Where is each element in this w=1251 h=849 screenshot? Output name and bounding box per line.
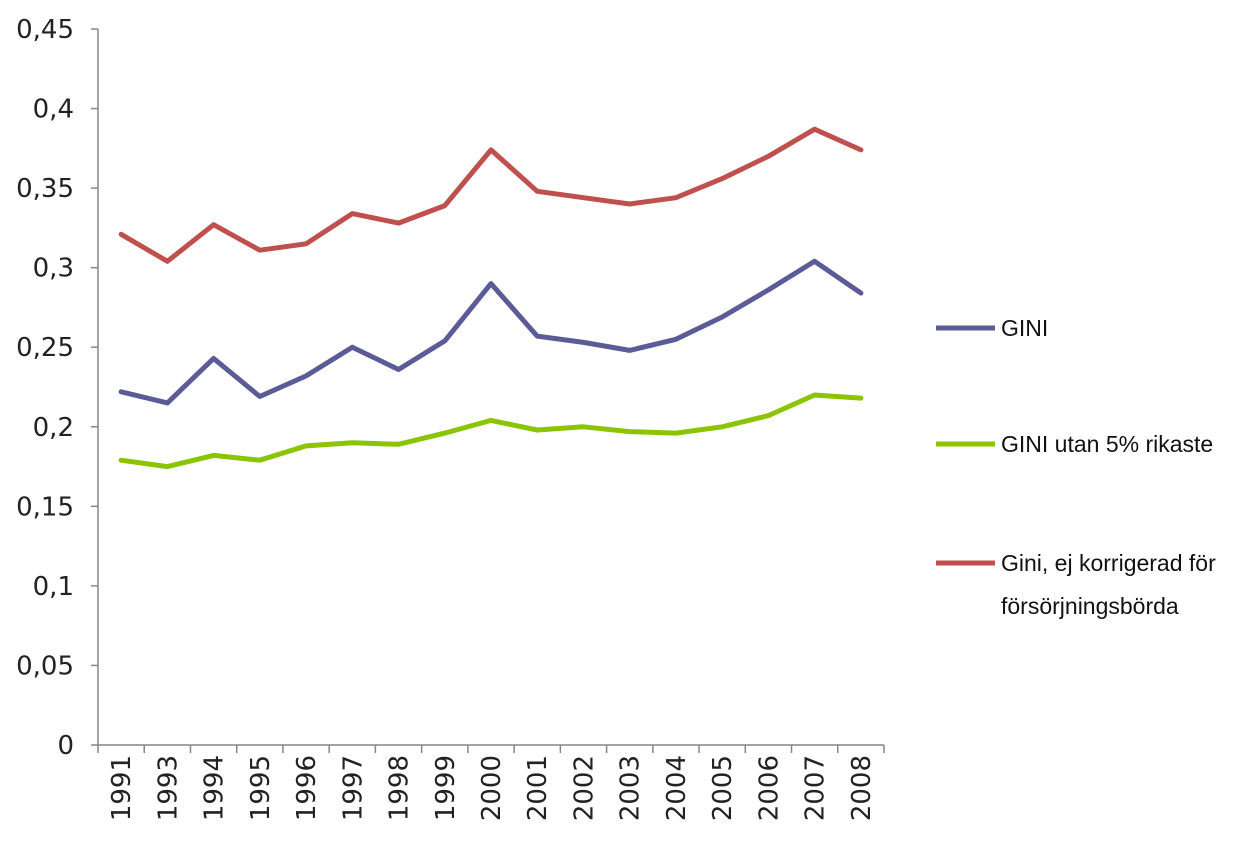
x-tick-label: 1997 (338, 755, 368, 821)
chart-legend: GINI GINI utan 5% rikaste Gini, ej korrige… (936, 315, 1216, 619)
y-axis-ticks: 0 0,05 0,1 0,15 0,2 0,25 0,3 0,35 0,4 0,45 (16, 15, 98, 761)
series-line-1 (118, 392, 864, 470)
x-tick-label: 1999 (431, 755, 461, 821)
legend-label: försörjningsbörda (1001, 593, 1179, 619)
x-tick-label: 1991 (107, 755, 137, 821)
y-tick-label: 0,35 (16, 174, 74, 204)
x-tick-label: 2003 (616, 755, 646, 821)
y-tick-label: 0,15 (16, 492, 74, 522)
y-tick-label: 0,25 (16, 333, 74, 363)
x-tick-label: 1998 (385, 755, 415, 821)
y-tick-label: 0,4 (33, 95, 74, 125)
x-axis-ticks: 1991 1993 1994 1995 1996 1997 1998 1999 2000 2001… (97, 745, 885, 821)
x-tick-label: 2002 (569, 755, 599, 821)
x-tick-label: 2005 (708, 755, 738, 821)
x-tick-label: 2004 (662, 755, 692, 821)
chart-axes (97, 29, 884, 746)
x-tick-label: 2006 (754, 755, 784, 821)
y-tick-label: 0,1 (33, 572, 74, 602)
x-tick-label: 1995 (246, 755, 276, 821)
x-tick-label: 2008 (847, 755, 877, 821)
series-line-2 (118, 126, 864, 264)
x-tick-label: 1993 (153, 755, 183, 821)
legend-label: GINI (1001, 315, 1048, 341)
legend-label: GINI utan 5% rikaste (1001, 431, 1213, 457)
y-tick-label: 0,45 (16, 15, 74, 45)
x-tick-label: 2000 (477, 755, 507, 821)
y-tick-label: 0 (57, 731, 74, 761)
y-tick-label: 0,3 (33, 254, 74, 284)
x-tick-label: 2007 (801, 755, 831, 821)
y-tick-label: 0,2 (33, 413, 74, 443)
series-line-0 (118, 258, 864, 406)
x-tick-label: 1996 (292, 755, 322, 821)
legend-label: Gini, ej korrigerad för (1001, 550, 1216, 576)
y-tick-label: 0,05 (16, 651, 74, 681)
x-tick-label: 1994 (200, 755, 230, 821)
x-tick-label: 2001 (523, 755, 553, 821)
chart-series (118, 126, 864, 470)
